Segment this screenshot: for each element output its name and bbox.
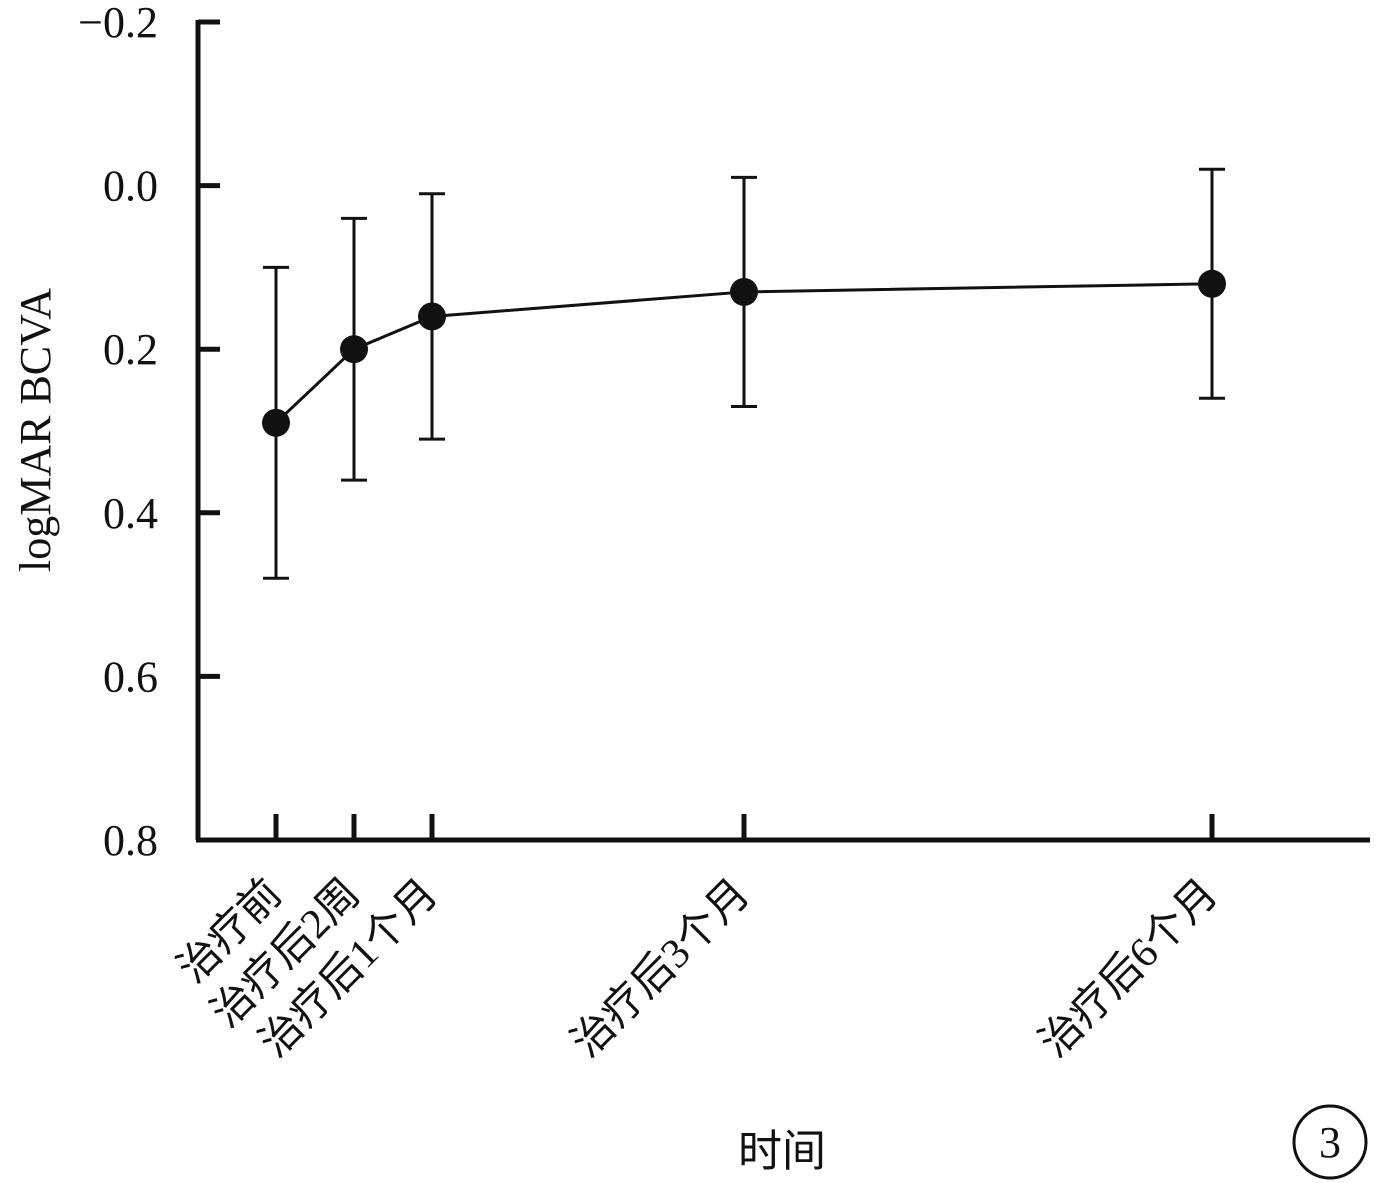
y-tick-label: 0.0 [103, 162, 158, 211]
x-axis-title: 时间 [738, 1127, 826, 1176]
y-axis-ticks: −0.2 0.0 0.2 0.4 0.6 0.8 [78, 0, 220, 865]
data-point [1198, 269, 1226, 298]
data-point [262, 408, 290, 437]
data-point [730, 277, 758, 306]
y-axis-title: logMAR BCVA [11, 288, 60, 572]
data-markers [262, 269, 1226, 437]
panel-label: 3 [1292, 1104, 1368, 1180]
y-tick-label: 0.6 [103, 652, 158, 701]
x-tick-label: 治疗后3个月 [563, 871, 759, 1067]
chart-axes [195, 20, 1370, 843]
y-tick-label: 0.2 [103, 325, 158, 374]
panel-label-ring [1292, 1104, 1368, 1180]
error-bars [263, 167, 1225, 580]
y-tick-label: 0.4 [103, 489, 158, 538]
data-point [418, 302, 446, 331]
y-tick-label: 0.8 [103, 816, 158, 865]
panel-label-text: 3 [1319, 1118, 1341, 1167]
data-point [340, 335, 368, 364]
x-tick-label: 治疗后6个月 [1031, 871, 1227, 1067]
y-tick-label: −0.2 [78, 0, 158, 47]
